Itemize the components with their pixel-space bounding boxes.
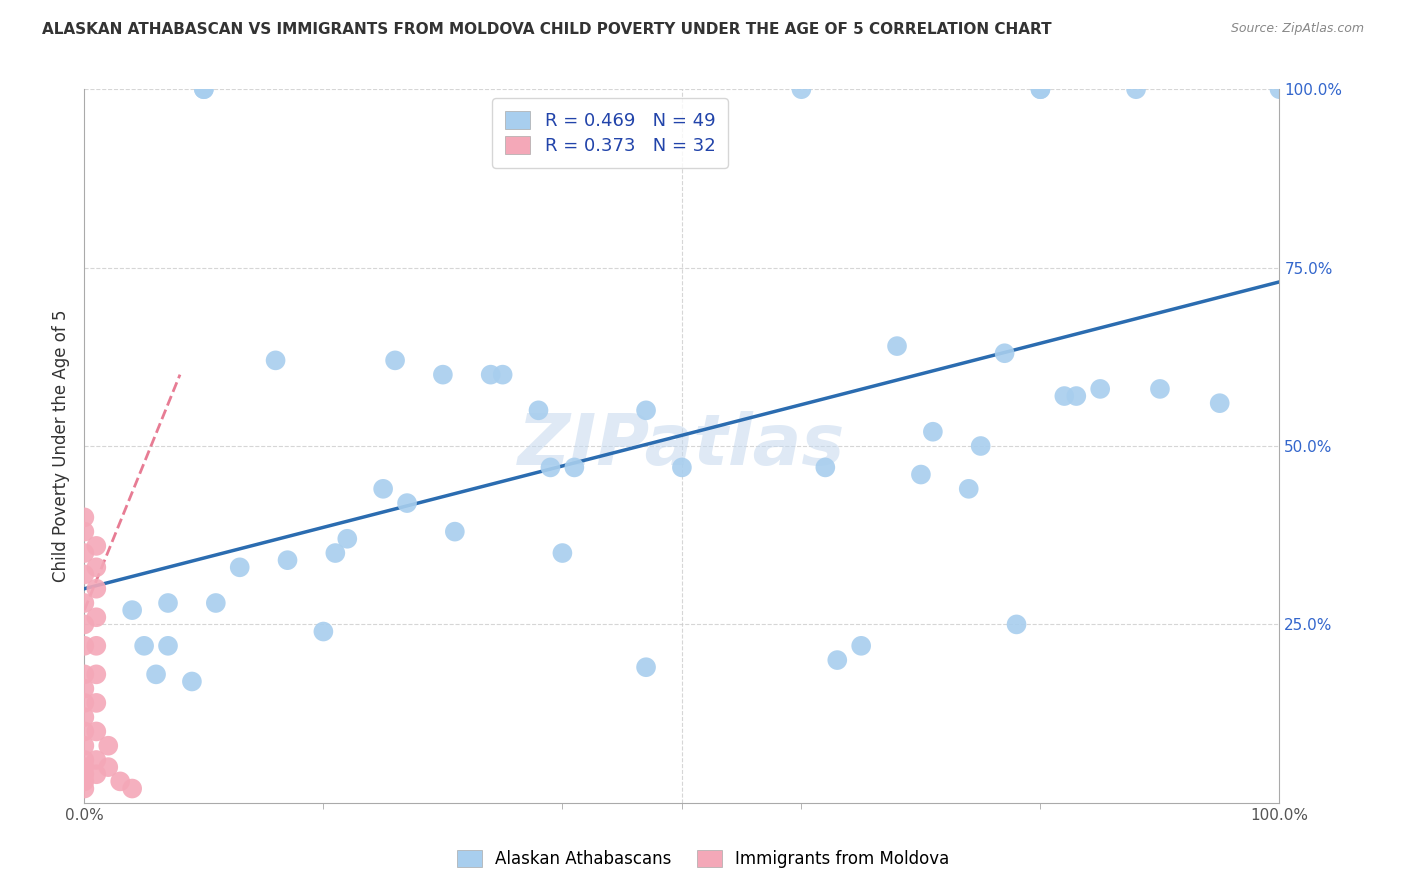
Point	[634, 660, 657, 674]
Point	[73, 710, 96, 724]
Point	[145, 667, 167, 681]
Point	[132, 639, 156, 653]
Point	[86, 639, 108, 653]
Point	[228, 560, 252, 574]
Point	[1125, 82, 1147, 96]
Point	[492, 368, 515, 382]
Point	[444, 524, 467, 539]
Point	[993, 346, 1015, 360]
Point	[790, 82, 813, 96]
Point	[73, 524, 96, 539]
Point	[86, 582, 108, 596]
Point	[479, 368, 502, 382]
Point	[73, 667, 96, 681]
Point	[86, 539, 108, 553]
Point	[73, 760, 96, 774]
Point	[73, 774, 96, 789]
Point	[73, 696, 96, 710]
Point	[384, 353, 406, 368]
Point	[193, 82, 215, 96]
Point	[73, 767, 96, 781]
Point	[73, 753, 96, 767]
Point	[562, 460, 585, 475]
Point	[825, 653, 848, 667]
Point	[1066, 389, 1088, 403]
Point	[121, 781, 143, 796]
Point	[886, 339, 908, 353]
Point	[1029, 82, 1052, 96]
Legend: Alaskan Athabascans, Immigrants from Moldova: Alaskan Athabascans, Immigrants from Mol…	[450, 843, 956, 875]
Point	[634, 403, 657, 417]
Point	[157, 596, 180, 610]
Point	[849, 639, 872, 653]
Point	[205, 596, 228, 610]
Point	[312, 624, 335, 639]
Point	[157, 639, 180, 653]
Point	[86, 610, 108, 624]
Text: ZIPatlas: ZIPatlas	[519, 411, 845, 481]
Point	[957, 482, 980, 496]
Point	[814, 460, 837, 475]
Point	[180, 674, 202, 689]
Point	[193, 82, 215, 96]
Point	[86, 696, 108, 710]
Point	[671, 460, 693, 475]
Point	[86, 667, 108, 681]
Point	[1088, 382, 1111, 396]
Point	[73, 510, 96, 524]
Point	[336, 532, 359, 546]
Point	[86, 767, 108, 781]
Point	[73, 617, 96, 632]
Point	[1005, 617, 1028, 632]
Point	[86, 753, 108, 767]
Legend: R = 0.469   N = 49, R = 0.373   N = 32: R = 0.469 N = 49, R = 0.373 N = 32	[492, 98, 728, 168]
Point	[527, 403, 550, 417]
Point	[922, 425, 945, 439]
Point	[970, 439, 993, 453]
Point	[1208, 396, 1232, 410]
Point	[323, 546, 347, 560]
Y-axis label: Child Poverty Under the Age of 5: Child Poverty Under the Age of 5	[52, 310, 70, 582]
Point	[277, 553, 299, 567]
Point	[73, 739, 96, 753]
Text: ALASKAN ATHABASCAN VS IMMIGRANTS FROM MOLDOVA CHILD POVERTY UNDER THE AGE OF 5 C: ALASKAN ATHABASCAN VS IMMIGRANTS FROM MO…	[42, 22, 1052, 37]
Point	[371, 482, 394, 496]
Point	[121, 603, 143, 617]
Point	[1029, 82, 1052, 96]
Point	[540, 460, 562, 475]
Point	[1268, 82, 1291, 96]
Point	[432, 368, 454, 382]
Point	[264, 353, 287, 368]
Point	[97, 760, 120, 774]
Point	[551, 546, 574, 560]
Point	[73, 546, 96, 560]
Point	[73, 596, 96, 610]
Point	[86, 724, 108, 739]
Point	[86, 560, 108, 574]
Point	[110, 774, 132, 789]
Point	[73, 639, 96, 653]
Point	[1053, 389, 1076, 403]
Point	[910, 467, 932, 482]
Point	[1149, 382, 1171, 396]
Point	[97, 739, 120, 753]
Text: Source: ZipAtlas.com: Source: ZipAtlas.com	[1230, 22, 1364, 36]
Point	[73, 724, 96, 739]
Point	[396, 496, 419, 510]
Point	[73, 781, 96, 796]
Point	[73, 567, 96, 582]
Point	[73, 681, 96, 696]
